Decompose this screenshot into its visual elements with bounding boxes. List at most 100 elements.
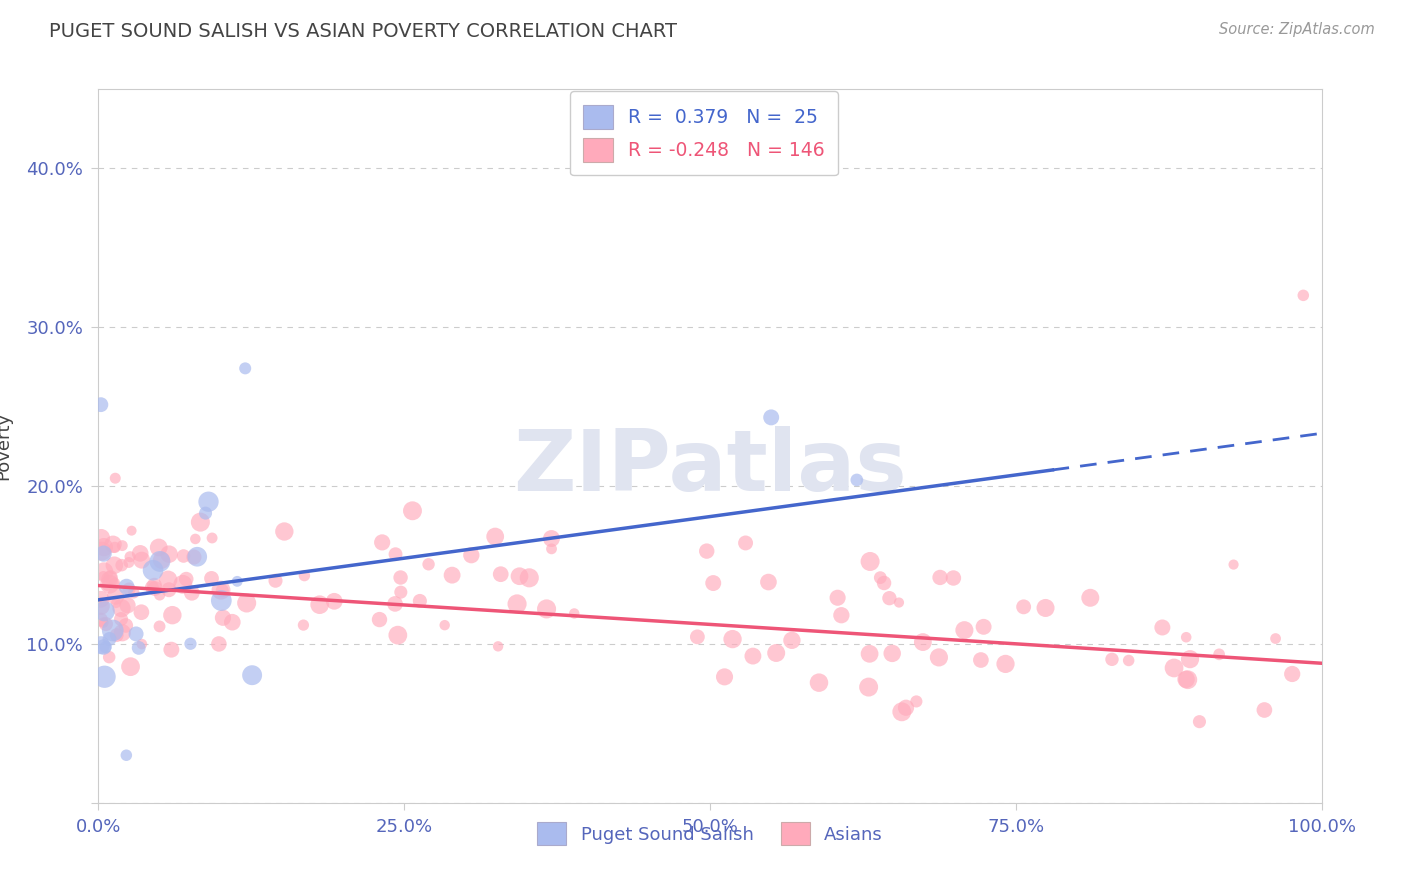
Point xyxy=(858,647,880,661)
Point xyxy=(128,640,150,655)
Point xyxy=(845,473,868,487)
Point xyxy=(517,571,540,585)
Point xyxy=(143,578,166,592)
Point xyxy=(294,568,316,582)
Point xyxy=(742,649,765,664)
Point xyxy=(1101,652,1123,666)
Point xyxy=(1178,652,1201,666)
Point xyxy=(179,637,201,651)
Point xyxy=(98,577,121,591)
Point xyxy=(418,558,440,572)
Point xyxy=(292,618,315,632)
Point xyxy=(98,632,121,646)
Point xyxy=(208,637,231,651)
Point xyxy=(368,613,391,627)
Point xyxy=(235,596,257,610)
Point xyxy=(104,589,127,603)
Point xyxy=(149,588,172,602)
Point xyxy=(540,532,562,546)
Point xyxy=(827,591,849,605)
Point xyxy=(157,582,180,597)
Point xyxy=(721,632,744,646)
Point xyxy=(1208,648,1230,662)
Point xyxy=(970,653,993,667)
Point xyxy=(162,608,184,623)
Point xyxy=(173,549,195,563)
Point xyxy=(90,613,112,627)
Point xyxy=(484,529,506,543)
Y-axis label: Poverty: Poverty xyxy=(0,412,13,480)
Point xyxy=(1175,630,1198,644)
Point xyxy=(111,558,134,573)
Point xyxy=(172,577,194,591)
Point xyxy=(441,568,464,582)
Point xyxy=(894,700,917,714)
Point xyxy=(879,591,901,606)
Point xyxy=(180,586,202,600)
Point xyxy=(141,580,163,594)
Point xyxy=(148,619,170,633)
Point xyxy=(562,607,585,621)
Point xyxy=(540,541,562,556)
Point xyxy=(120,549,142,564)
Point xyxy=(160,642,183,657)
Point xyxy=(387,628,409,642)
Point xyxy=(103,558,125,573)
Point xyxy=(409,594,432,608)
Point xyxy=(1118,653,1140,667)
Point xyxy=(371,535,394,549)
Point xyxy=(129,546,152,560)
Point xyxy=(200,571,222,585)
Point xyxy=(110,612,132,626)
Point xyxy=(308,598,330,612)
Point xyxy=(90,398,112,412)
Point xyxy=(90,544,112,558)
Point xyxy=(696,544,718,558)
Point xyxy=(93,547,115,561)
Point xyxy=(90,638,112,652)
Point xyxy=(780,633,803,648)
Point xyxy=(859,554,882,568)
Point xyxy=(702,576,724,591)
Point xyxy=(209,593,232,607)
Point xyxy=(911,635,934,649)
Text: PUGET SOUND SALISH VS ASIAN POVERTY CORRELATION CHART: PUGET SOUND SALISH VS ASIAN POVERTY CORR… xyxy=(49,22,678,41)
Point xyxy=(94,640,117,655)
Point xyxy=(323,594,346,608)
Point xyxy=(212,611,235,625)
Point xyxy=(758,575,780,590)
Point xyxy=(1188,714,1211,729)
Point xyxy=(1078,591,1101,605)
Point xyxy=(1292,288,1315,302)
Point xyxy=(221,615,243,630)
Point xyxy=(1163,661,1185,675)
Point xyxy=(433,618,456,632)
Point xyxy=(149,554,172,568)
Point xyxy=(1253,703,1275,717)
Point xyxy=(929,570,952,584)
Point xyxy=(401,504,423,518)
Point xyxy=(104,471,127,485)
Point xyxy=(928,650,950,665)
Point xyxy=(994,657,1017,671)
Point xyxy=(90,531,112,545)
Point xyxy=(869,571,891,585)
Point xyxy=(122,585,145,599)
Point xyxy=(765,646,787,660)
Point xyxy=(384,597,406,611)
Point xyxy=(98,572,121,586)
Point xyxy=(93,569,115,583)
Point xyxy=(194,506,217,520)
Point xyxy=(713,670,735,684)
Point xyxy=(101,537,124,551)
Point xyxy=(118,582,141,596)
Point xyxy=(536,602,558,616)
Point xyxy=(460,548,482,562)
Point xyxy=(94,617,117,632)
Point xyxy=(110,601,132,615)
Point xyxy=(157,573,180,587)
Point xyxy=(226,574,249,589)
Point xyxy=(240,668,263,682)
Point xyxy=(148,541,170,555)
Point xyxy=(90,599,112,613)
